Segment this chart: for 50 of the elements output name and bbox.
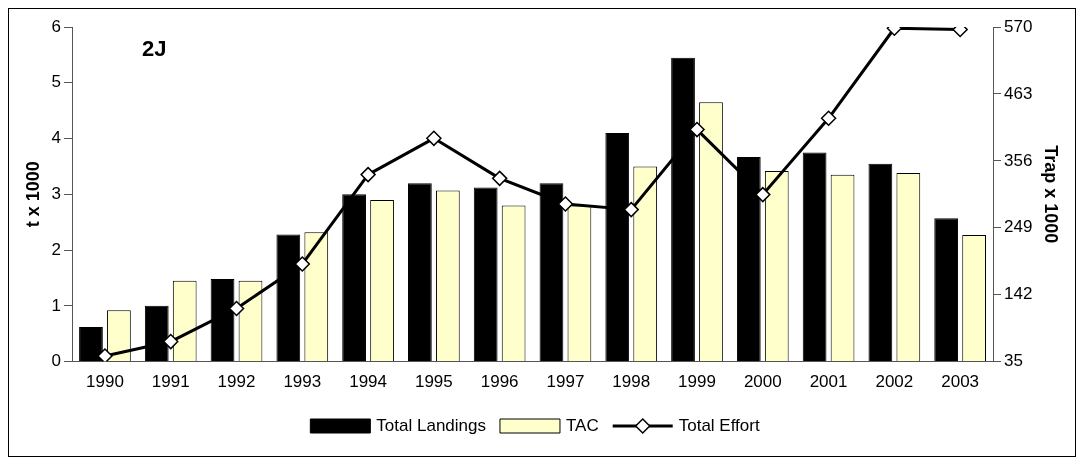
point <box>228 300 245 317</box>
bar <box>802 152 827 362</box>
point <box>162 333 179 350</box>
y2-axis-title: Trap x 1000 <box>1041 145 1062 244</box>
point <box>623 201 639 218</box>
bar <box>934 218 959 362</box>
annotation: 2J <box>142 36 167 62</box>
point <box>689 121 705 138</box>
x-tick-label: 1994 <box>349 372 387 392</box>
y-tick-label: 0 <box>51 351 62 371</box>
x-tick-label: 1993 <box>283 372 322 392</box>
point <box>294 256 311 272</box>
point <box>97 348 113 362</box>
bar <box>473 187 498 362</box>
point <box>426 130 442 147</box>
y2-tick-label: 463 <box>1004 83 1033 103</box>
x-tick-label: 1995 <box>414 372 453 392</box>
y-tick-label: 6 <box>51 16 62 36</box>
x-tick-label: 1997 <box>546 372 585 392</box>
x-tick-label: 1991 <box>151 372 190 392</box>
x-tick-label: 1999 <box>678 372 716 392</box>
x-tick-label: 2000 <box>743 372 782 392</box>
y-tick-label: 5 <box>51 72 62 92</box>
y-tick-label: 1 <box>51 295 62 315</box>
x-tick-label: 1996 <box>480 372 519 392</box>
x-tick-label: 1990 <box>86 372 124 392</box>
x-tick-label: 2003 <box>941 372 980 392</box>
y2-tick-label: 142 <box>1004 284 1033 304</box>
legend-label: TAC <box>565 415 599 435</box>
x-tick-label: 1998 <box>612 372 651 392</box>
point <box>557 196 574 212</box>
y-axis-title: t x 1000 <box>22 161 43 228</box>
y2-tick-label: 35 <box>1004 351 1023 371</box>
point <box>755 186 771 203</box>
x-tick-label: 2002 <box>875 372 914 392</box>
y-tick-label: 3 <box>51 183 62 203</box>
point <box>491 170 508 187</box>
y2-tick-label: 249 <box>1004 217 1033 237</box>
x-tick-label: 2001 <box>809 372 848 392</box>
y-tick-label: 2 <box>51 239 62 259</box>
y2-tick-label: 570 <box>1004 16 1033 36</box>
y-tick-label: 4 <box>51 128 62 148</box>
bar <box>408 183 432 362</box>
legend-label: Total Effort <box>678 415 760 435</box>
legend-label: Total Landings <box>376 415 486 435</box>
bar <box>868 163 893 362</box>
point <box>820 110 837 127</box>
y2-tick-label: 356 <box>1004 150 1033 170</box>
x-tick-label: 1992 <box>217 372 256 392</box>
point <box>360 166 376 183</box>
